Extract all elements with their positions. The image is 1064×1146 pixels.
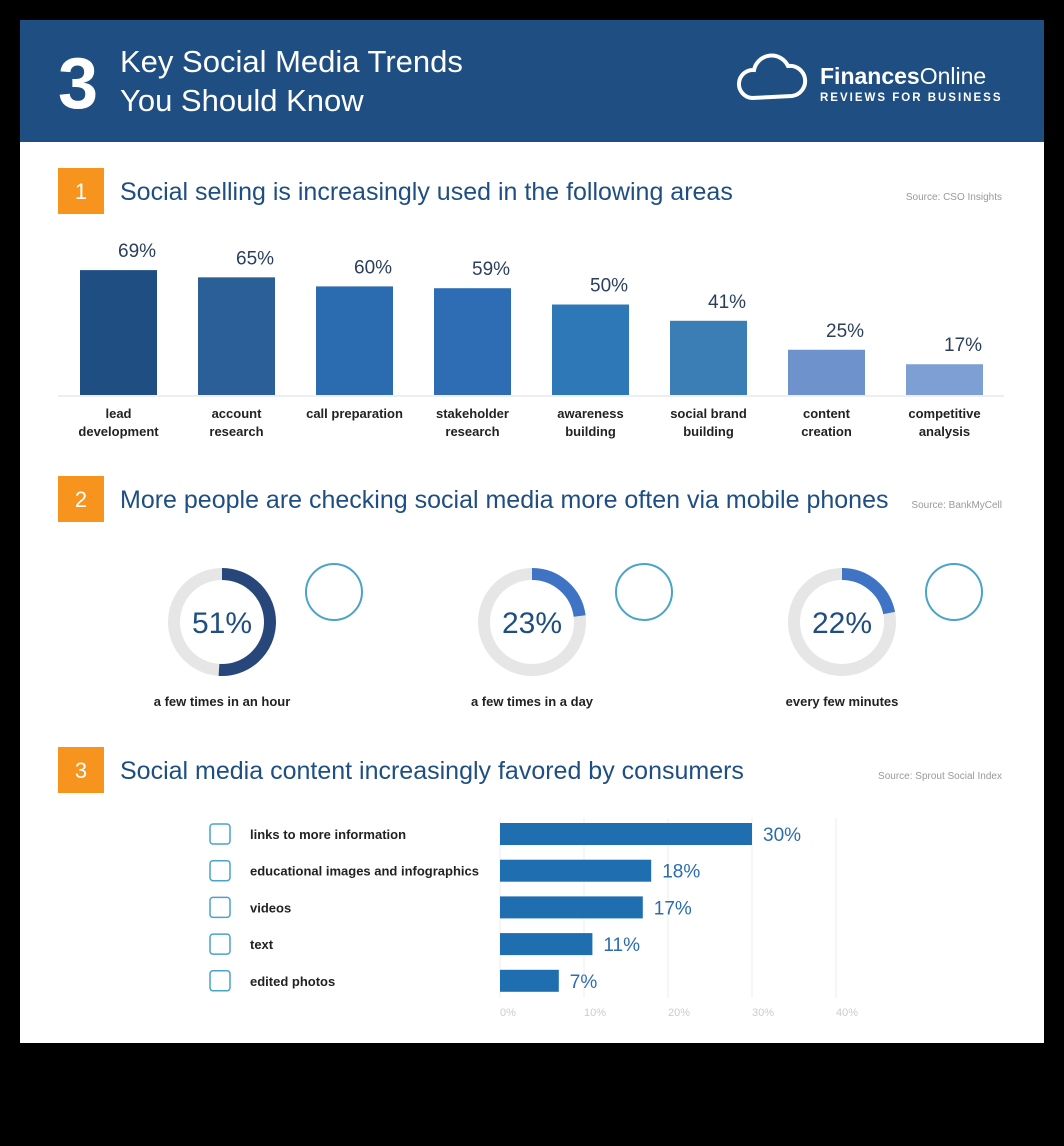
value-label: 69%	[118, 241, 156, 262]
donut-arc	[218, 568, 276, 676]
icon	[209, 896, 231, 919]
bar	[198, 277, 275, 395]
value-label: 30%	[763, 825, 801, 846]
value-label: 41%	[708, 292, 746, 313]
category-label: stakeholder research	[436, 406, 509, 439]
source: Source: Sprout Social Index	[878, 771, 1002, 782]
value-label: 7%	[570, 972, 598, 993]
value-label: 11%	[603, 935, 640, 956]
source: Source: BankMyCell	[911, 500, 1002, 511]
category-label: content creation	[801, 406, 852, 439]
value-label: 17%	[944, 335, 982, 356]
donut-label: a few times in an hour	[154, 694, 291, 709]
section-title: Social media content increasingly favore…	[120, 757, 744, 785]
bar	[500, 896, 643, 919]
bar	[500, 823, 752, 845]
tagline: REVIEWS FOR BUSINESS	[820, 92, 1003, 104]
section-number: 2	[75, 487, 87, 512]
value-label: 50%	[590, 276, 628, 297]
category-label: lead development	[78, 406, 159, 439]
bar	[500, 969, 559, 992]
brand-bold: Finances	[820, 63, 920, 89]
icon	[209, 933, 231, 955]
category-label: videos	[250, 900, 291, 915]
icon	[925, 563, 983, 621]
bar	[316, 286, 393, 395]
category-label: call preparation	[306, 406, 403, 421]
logo-icon	[736, 53, 808, 101]
category-label: account research	[209, 406, 264, 439]
donut-label: every few minutes	[786, 694, 899, 709]
bar	[500, 933, 593, 956]
value-label: 25%	[826, 321, 864, 342]
icon	[209, 970, 231, 992]
value-label: 18%	[662, 862, 700, 883]
bar	[906, 364, 983, 395]
section-badge	[58, 168, 104, 214]
section-title: More people are checking social media mo…	[120, 486, 888, 514]
category-label: educational images and infographics	[250, 864, 479, 879]
brand: FinancesOnline	[820, 63, 986, 89]
icon	[305, 563, 363, 621]
category-label: links to more information	[250, 827, 406, 842]
x-tick-label: 10%	[584, 1007, 606, 1019]
bar	[434, 288, 511, 395]
x-tick-label: 20%	[668, 1007, 690, 1019]
value-label: 60%	[354, 257, 392, 278]
donut-label: a few times in a day	[471, 694, 594, 709]
header-title: Key Social Media Trends	[120, 44, 463, 79]
category-label: awareness building	[557, 406, 624, 439]
bar	[788, 349, 865, 395]
category-label: text	[250, 937, 274, 952]
section-number: 3	[75, 758, 87, 783]
category-label: edited photos	[250, 974, 335, 989]
bar	[80, 270, 157, 395]
donut-arc	[531, 568, 586, 618]
header-number: 3	[58, 44, 98, 124]
x-tick-label: 30%	[752, 1007, 774, 1019]
icon	[615, 563, 673, 621]
value-label: 17%	[654, 898, 692, 919]
donut-value: 23%	[502, 607, 562, 640]
section-badge	[58, 476, 104, 522]
bar	[500, 859, 652, 882]
bar	[552, 304, 629, 395]
header-title: You Should Know	[120, 83, 364, 118]
x-tick-label: 0%	[500, 1007, 516, 1019]
donut-value: 22%	[812, 607, 872, 640]
category-label: social brand building	[670, 406, 747, 439]
header-band	[20, 20, 1044, 142]
section-badge	[58, 747, 104, 793]
value-label: 59%	[472, 259, 510, 280]
section-number: 1	[75, 179, 87, 204]
icon	[209, 859, 231, 882]
donut-arc	[841, 568, 896, 615]
x-tick-label: 40%	[836, 1007, 858, 1019]
brand-light: Online	[920, 63, 986, 89]
icon	[209, 823, 231, 845]
value-label: 65%	[236, 248, 274, 269]
category-label: competitive analysis	[908, 406, 981, 439]
donut-value: 51%	[192, 607, 252, 640]
section-title: Social selling is increasingly used in t…	[120, 178, 733, 206]
bar	[670, 320, 747, 395]
source: Source: CSO Insights	[906, 192, 1002, 203]
